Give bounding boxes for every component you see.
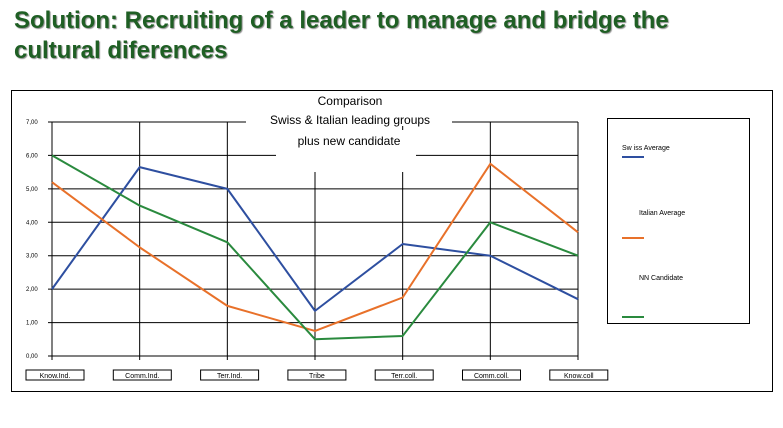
category-label-box bbox=[25, 369, 85, 381]
category-label-box bbox=[112, 369, 172, 381]
series-layer bbox=[51, 154, 579, 341]
legend: Sw iss Average Italian Average NN Candid… bbox=[607, 118, 750, 324]
y-tick-label: 6,00 bbox=[26, 153, 38, 159]
category-label: Comm.Ind. bbox=[125, 373, 159, 380]
legend-swatch-candidate bbox=[622, 316, 644, 318]
category-label: Comm.coll. bbox=[474, 373, 509, 380]
chart-title-line: Comparison bbox=[318, 94, 383, 108]
series-line bbox=[51, 166, 579, 312]
series-line bbox=[51, 162, 579, 332]
series-line bbox=[51, 154, 579, 341]
category-label: Tribe bbox=[309, 373, 325, 380]
chart-title-backdrop bbox=[246, 108, 452, 126]
legend-swatch-italian bbox=[622, 237, 644, 239]
category-label-box bbox=[549, 369, 609, 381]
legend-swatch-swiss bbox=[622, 156, 644, 158]
category-label-layer: Know.Ind. Comm.Ind. Terr.Ind. Tribe Terr.col… bbox=[25, 369, 609, 381]
category-label: Terr.coll. bbox=[391, 373, 417, 380]
legend-label-candidate: NN Candidate bbox=[639, 275, 683, 282]
category-label-box bbox=[462, 369, 521, 381]
y-tick-label: 5,00 bbox=[26, 187, 38, 193]
grid-layer bbox=[48, 121, 579, 360]
category-label-box bbox=[200, 369, 260, 381]
y-tick-label: 1,00 bbox=[26, 321, 38, 327]
chart-title-line: Swiss & Italian leading groups bbox=[270, 113, 430, 127]
category-label: Know.coll bbox=[564, 373, 594, 380]
slide-title-line-1: Solution: Recruiting of a leader to mana… bbox=[14, 7, 669, 34]
chart-title-layer: Comparison Swiss & Italian leading groups… bbox=[246, 94, 452, 172]
y-tick-label: 7,00 bbox=[26, 120, 38, 126]
slide-title: Solution: Recruiting of a leader to mana… bbox=[14, 6, 774, 66]
y-tick-label: 3,00 bbox=[26, 254, 38, 260]
chart-subtitle-backdrop bbox=[276, 130, 416, 172]
category-label-box bbox=[287, 369, 347, 381]
y-tick-layer: 0,00 1,00 2,00 3,00 4,00 5,00 6,00 7,00 bbox=[26, 120, 38, 360]
chart-title-line: plus new candidate bbox=[298, 134, 401, 148]
category-label-box bbox=[374, 369, 434, 381]
category-label: Terr.Ind. bbox=[217, 373, 242, 380]
y-tick-label: 2,00 bbox=[26, 287, 38, 293]
legend-label-italian: Italian Average bbox=[639, 210, 686, 217]
legend-label-swiss: Sw iss Average bbox=[622, 145, 670, 152]
category-label: Know.Ind. bbox=[40, 373, 71, 380]
y-tick-label: 4,00 bbox=[26, 220, 38, 226]
slide-title-line-2: cultural diferences bbox=[14, 37, 228, 64]
y-tick-label: 0,00 bbox=[26, 354, 38, 360]
